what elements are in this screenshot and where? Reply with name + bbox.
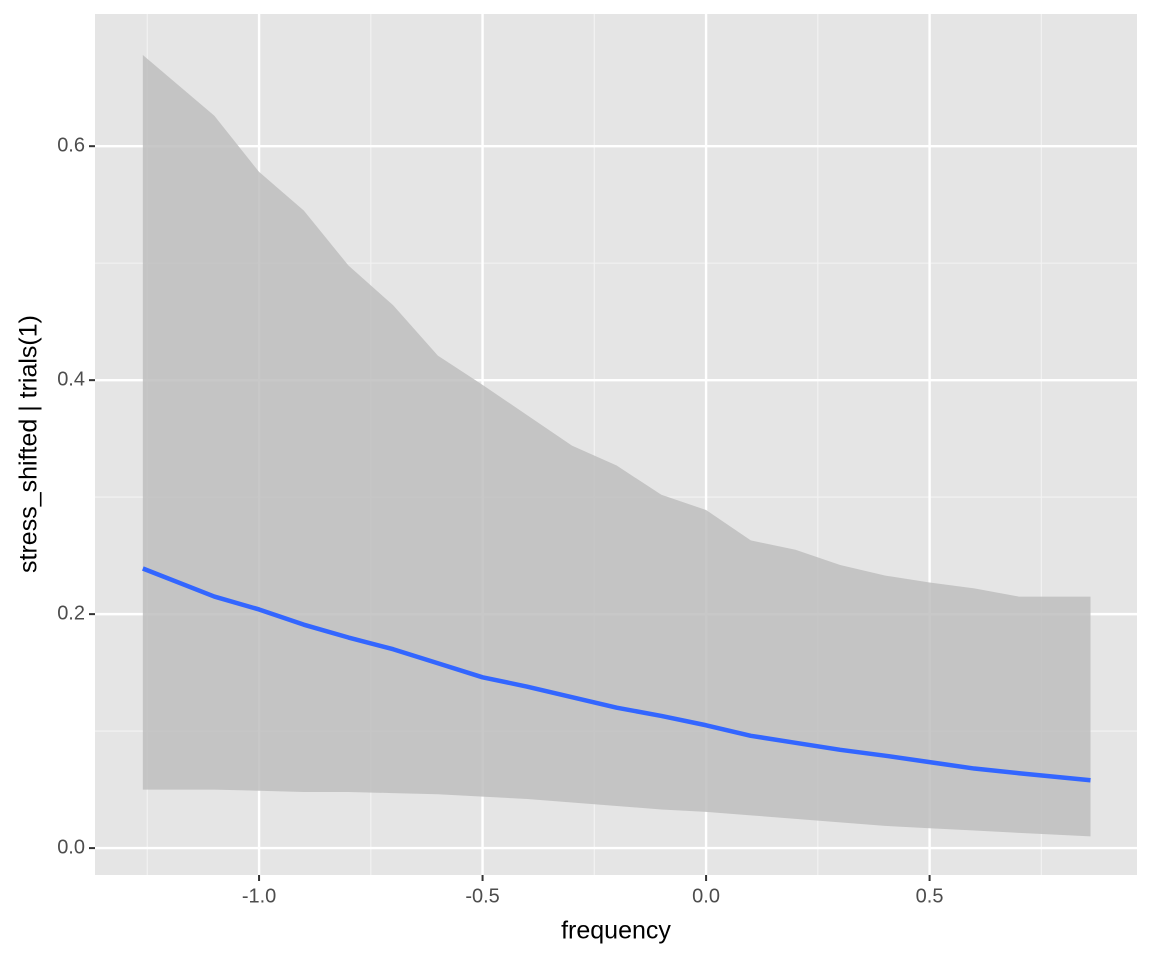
- x-tick-label: 0.5: [916, 885, 944, 907]
- x-tick-label: 0.0: [692, 885, 720, 907]
- y-axis-title: stress_shifted | trials(1): [15, 315, 43, 573]
- y-tick-label: 0.2: [57, 602, 85, 624]
- y-tick-label: 0.4: [57, 368, 85, 390]
- confidence-band: [142, 54, 1091, 837]
- y-tick-label: 0.0: [57, 836, 85, 858]
- x-tick-label: -0.5: [465, 885, 499, 907]
- x-tick-label: -1.0: [242, 885, 276, 907]
- y-tick-label: 0.6: [57, 134, 85, 156]
- x-axis-title: frequency: [561, 917, 671, 945]
- line: [142, 566, 1091, 783]
